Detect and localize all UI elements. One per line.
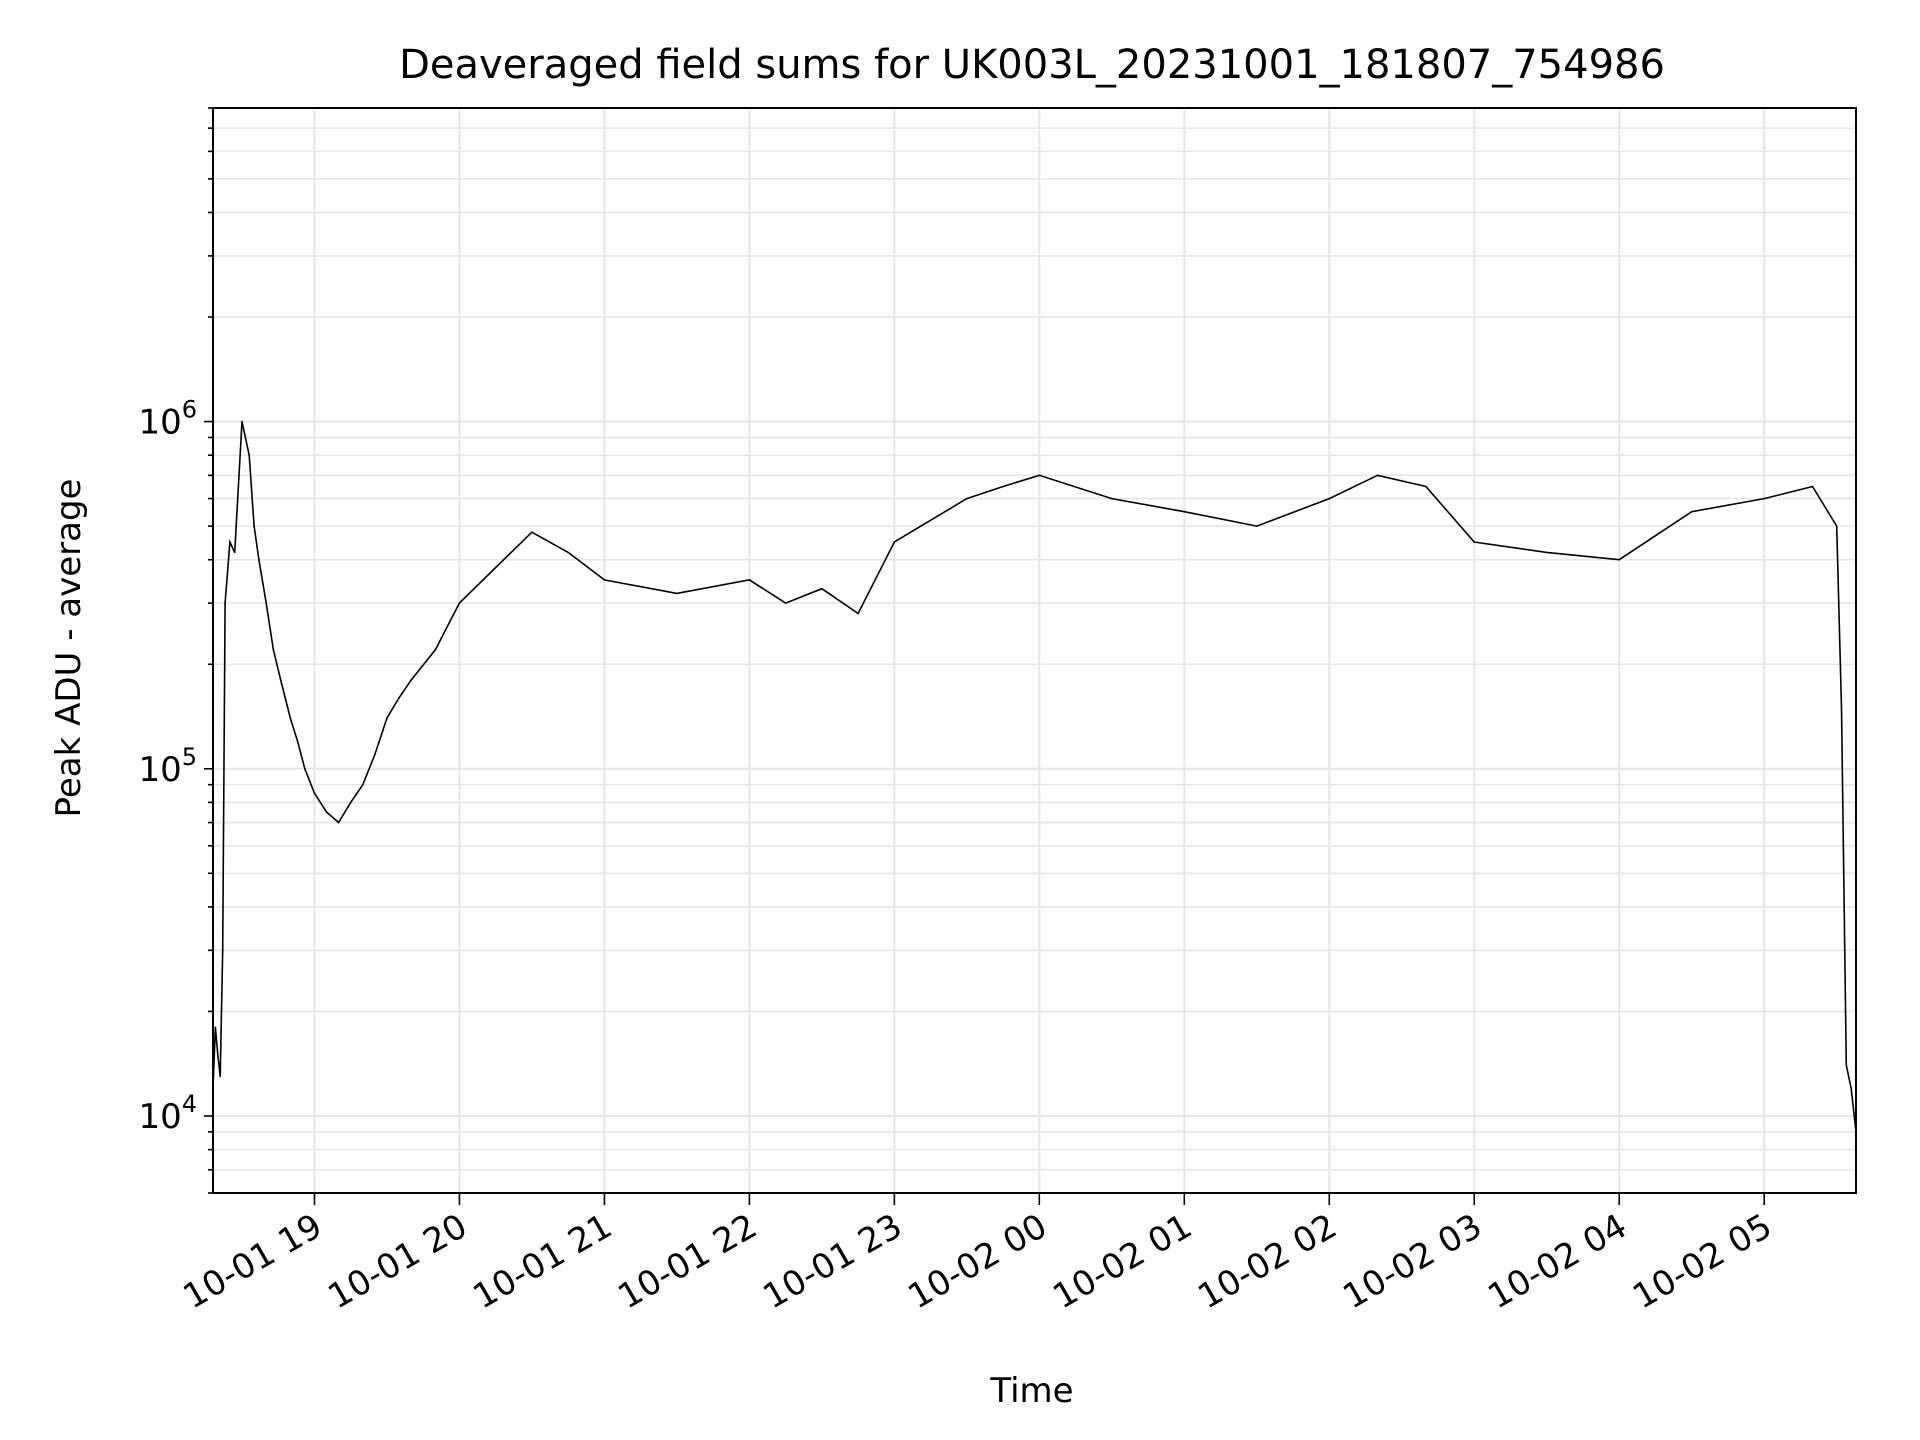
data-point: [567, 551, 569, 554]
data-point: [1111, 497, 1113, 500]
data-point: [1328, 497, 1331, 500]
data-point: [1835, 525, 1838, 527]
data-point: [229, 541, 231, 543]
data-point: [258, 558, 260, 561]
data-point: [296, 740, 299, 743]
data-point: [349, 801, 352, 804]
axes-frame: [212, 107, 1857, 1194]
data-point: [272, 649, 275, 651]
y-tick-label: 104: [138, 1090, 197, 1137]
data-point: [1811, 485, 1814, 488]
data-point: [362, 783, 364, 786]
data-point: [410, 679, 412, 681]
data-point: [494, 566, 497, 569]
data-point: [1850, 1087, 1852, 1090]
data-point: [214, 1026, 217, 1029]
data-point: [434, 649, 437, 651]
data-point: [1690, 510, 1693, 513]
grid: [213, 107, 1856, 1194]
y-axis-label: Peak ADU - average: [49, 479, 89, 818]
series-line: [212, 420, 1857, 1133]
data-point: [224, 602, 226, 604]
data-point: [1425, 485, 1427, 488]
data-point: [386, 717, 388, 719]
data-point: [748, 579, 751, 581]
data-point: [313, 792, 316, 795]
data-point: [1183, 510, 1186, 513]
data-point: [893, 541, 896, 543]
data-point: [241, 420, 243, 423]
data-point: [857, 612, 859, 615]
data-point: [603, 579, 606, 581]
data-point: [1256, 525, 1258, 527]
data-point: [221, 949, 224, 952]
data-point: [248, 454, 250, 457]
data-point: [1763, 497, 1765, 500]
data-point: [374, 753, 376, 756]
data-point: [337, 821, 340, 824]
y-tick-label: 106: [138, 396, 197, 443]
data-point: [1845, 1064, 1848, 1066]
data-point: [1038, 474, 1041, 477]
data-point: [233, 551, 236, 554]
y-tick-label: 105: [138, 743, 197, 790]
data-point: [325, 811, 328, 813]
data-point: [398, 697, 400, 699]
data-point: [1545, 551, 1548, 554]
data-point: [784, 602, 787, 604]
data-point: [458, 602, 461, 604]
x-axis-label: Time: [989, 1371, 1073, 1411]
chart-title: Deaveraged field sums for UK003L_2023100…: [399, 42, 1665, 88]
data-point: [217, 1054, 219, 1056]
data-point: [253, 525, 255, 527]
data-point: [676, 592, 678, 595]
data-point: [304, 768, 306, 770]
data-point: [1473, 541, 1475, 543]
data-point: [289, 717, 292, 719]
data-point: [1376, 474, 1379, 477]
data-point: [279, 679, 282, 681]
data-point: [265, 602, 268, 604]
data-point: [531, 531, 533, 533]
data-point: [1618, 558, 1620, 561]
data-point: [821, 587, 823, 590]
data-point: [1840, 706, 1843, 709]
data-point: [219, 1075, 221, 1078]
data-point: [966, 497, 968, 500]
data-point: [1002, 485, 1004, 488]
